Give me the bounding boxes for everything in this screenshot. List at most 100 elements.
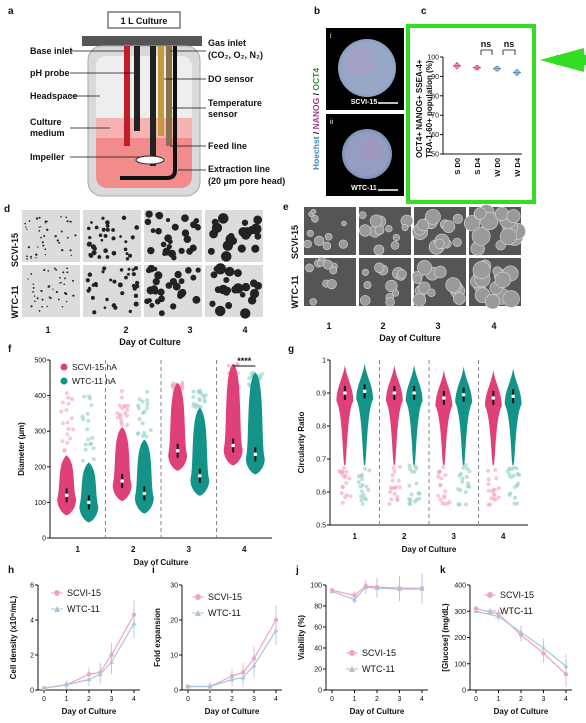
data-point	[359, 489, 364, 494]
aggregate	[363, 281, 372, 289]
aggregate	[94, 225, 99, 230]
aggregate	[42, 244, 45, 247]
legend-label: WTC-11	[67, 604, 100, 614]
data-point	[185, 684, 191, 689]
median-marker	[64, 493, 69, 498]
micrograph-top-roman: i	[330, 33, 332, 40]
aggregate	[66, 220, 69, 223]
aggregate	[506, 209, 521, 224]
aggregate	[112, 279, 117, 284]
aggregate	[155, 227, 162, 235]
data-point	[356, 474, 361, 479]
legend-label: SCVI-15	[208, 592, 242, 602]
ylabel: Cell density (x10⁶/mL)	[9, 595, 18, 679]
data-point	[460, 476, 465, 481]
aggregate	[209, 300, 216, 307]
ytick-label: 0	[174, 688, 178, 695]
aggregate	[87, 287, 92, 291]
series-line	[188, 630, 277, 688]
data-point	[463, 489, 468, 494]
aggregate	[111, 250, 117, 256]
aggregate	[60, 216, 62, 218]
data-point	[229, 677, 235, 682]
aggregate	[253, 215, 263, 225]
d-row-label-2: WTC-11	[10, 285, 20, 318]
aggregate	[311, 214, 319, 223]
data-point	[180, 384, 185, 389]
d-row-label-1: SCVI-15	[10, 233, 20, 267]
aggregate	[105, 220, 110, 225]
aggregate	[41, 306, 43, 308]
xtick-label: 4	[132, 696, 136, 703]
aggregate	[171, 223, 179, 231]
aggregate	[119, 235, 122, 238]
aggregate	[145, 267, 152, 274]
panel-label-f: f	[8, 344, 12, 355]
data-point	[137, 397, 142, 402]
ytick-label: 500	[34, 358, 46, 365]
aggregate	[105, 297, 109, 302]
aggregate	[32, 290, 34, 293]
aggregate	[44, 222, 46, 224]
aggregate	[310, 208, 317, 215]
data-point	[397, 485, 402, 490]
impeller	[135, 155, 165, 165]
data-point	[408, 467, 413, 472]
aggregate	[124, 240, 128, 244]
aggregate	[35, 253, 38, 256]
c-ytick-label: 70	[431, 113, 439, 120]
xlabel: Day of Culture	[205, 707, 260, 716]
aggregate	[35, 217, 39, 220]
xtick-label: 0	[186, 696, 190, 703]
data-point	[142, 409, 147, 414]
aggregate	[147, 298, 152, 303]
label-gases: (CO₂, O₂, N₂)	[208, 50, 263, 60]
data-point	[494, 476, 499, 481]
c-xtick-label: S D0	[453, 158, 462, 175]
data-point	[438, 483, 443, 488]
aggregate	[401, 224, 409, 232]
aggregate	[69, 249, 72, 252]
extraction-line	[120, 46, 177, 180]
aggregate	[124, 275, 128, 280]
data-point	[363, 584, 369, 589]
label-extraction-line: Extraction line	[208, 164, 270, 174]
data-point	[395, 497, 400, 502]
xtick-label: 4	[242, 545, 247, 554]
c-xtick-label: W D4	[513, 157, 522, 177]
aggregate	[121, 215, 127, 221]
grid-e-cell-r1-c4	[463, 204, 526, 256]
data-point	[466, 484, 471, 489]
series-line	[331, 586, 422, 601]
aggregate	[427, 288, 436, 298]
data-point	[356, 480, 361, 485]
data-point	[88, 396, 93, 401]
data-point	[247, 376, 252, 381]
aggregate	[471, 226, 491, 246]
aggregate	[87, 272, 93, 277]
lid	[82, 36, 202, 46]
aggregate	[211, 222, 223, 233]
violin	[455, 366, 473, 466]
aggregate	[30, 273, 33, 275]
legend-label: SCVI-15	[500, 590, 534, 600]
aggregate	[90, 221, 93, 224]
aggregate	[88, 252, 92, 257]
aggregate	[314, 235, 325, 246]
aggregate	[63, 283, 66, 286]
data-point	[136, 406, 141, 411]
aggregate	[237, 244, 246, 253]
aggregate	[72, 279, 74, 282]
right-labels: Gas inlet (CO₂, O₂, N₂) DO sensor Temper…	[208, 38, 285, 186]
c-xtick-label: S D4	[473, 157, 482, 175]
xtick-label: 3	[187, 545, 192, 554]
data-point	[340, 484, 345, 489]
grid-e	[303, 204, 526, 310]
data-point	[338, 470, 343, 475]
ytick-label: 300	[454, 609, 466, 616]
data-point	[235, 362, 240, 367]
aggregate	[85, 278, 90, 283]
sig-annotation: ****	[237, 356, 252, 366]
aggregate	[165, 217, 171, 223]
aggregate	[111, 236, 116, 241]
